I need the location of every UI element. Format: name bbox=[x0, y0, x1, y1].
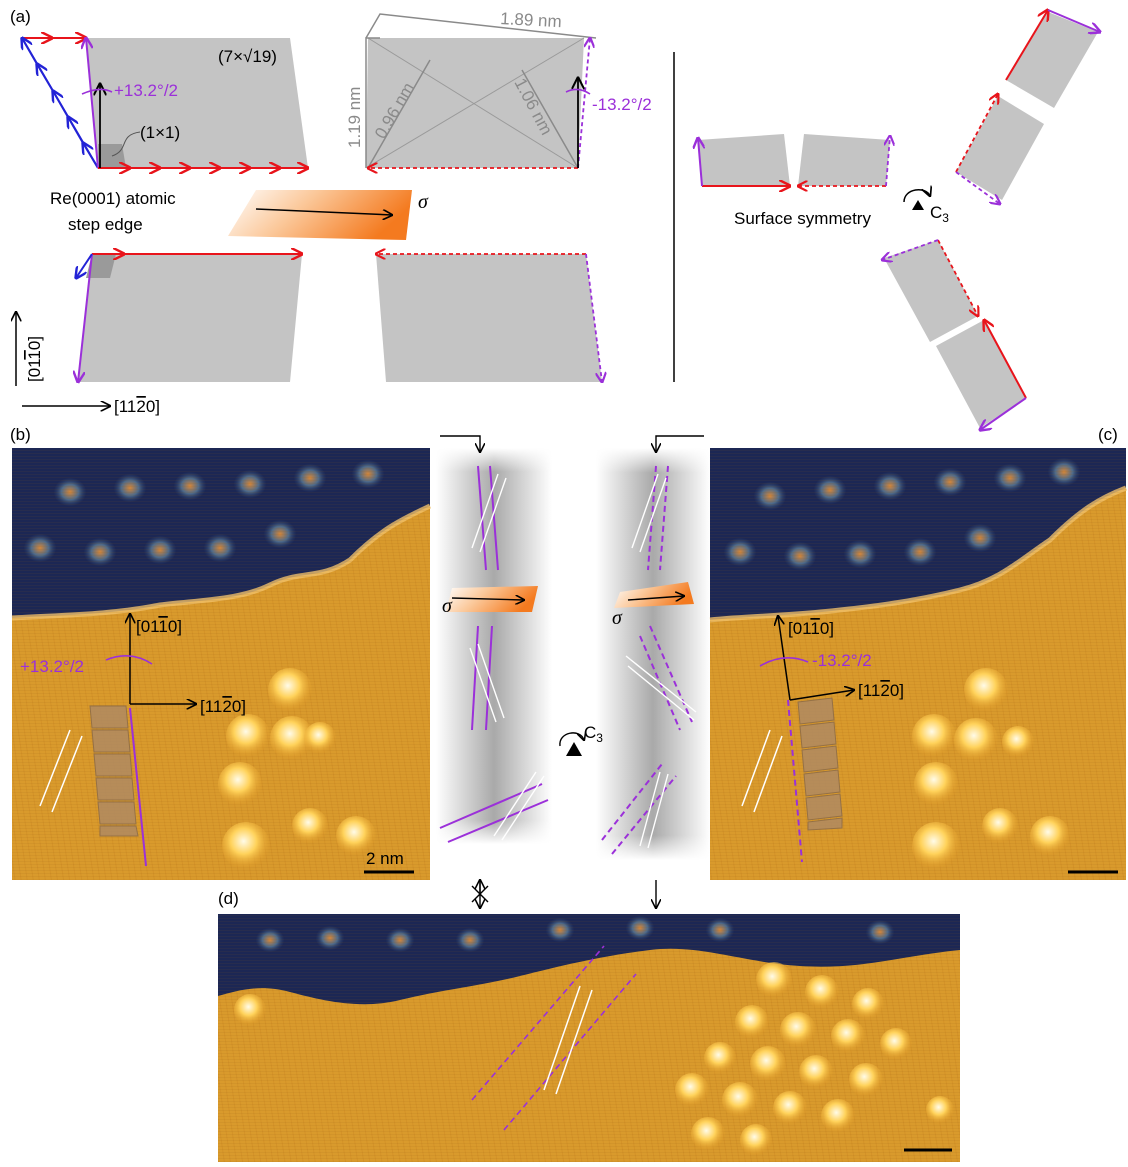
panel-label-b: (b) bbox=[10, 425, 31, 444]
sigma-middle-left: σ bbox=[442, 595, 453, 617]
axis-right-b: [1120] bbox=[200, 697, 246, 716]
axis-horizontal-label: [1120] bbox=[114, 397, 160, 416]
middle-column-right bbox=[596, 435, 710, 908]
c3-label-a: C3 bbox=[930, 203, 949, 225]
axis-up-b: [0110] bbox=[136, 617, 182, 636]
panel-label-a: (a) bbox=[10, 7, 31, 26]
stm-image-b bbox=[11, 448, 432, 880]
dim-short: 1.19 nm bbox=[345, 87, 364, 148]
middle-column-left bbox=[436, 435, 552, 908]
step-edge-line1: Re(0001) atomic bbox=[50, 189, 176, 208]
unit-cell-top-middle bbox=[365, 13, 597, 168]
stm-image-d bbox=[218, 914, 960, 1162]
axis-vertical-label: [0110] bbox=[25, 336, 44, 382]
sigma-label: σ bbox=[418, 191, 429, 213]
panel-label-c: (c) bbox=[1098, 425, 1118, 444]
stm-image-c bbox=[709, 448, 1127, 880]
dim-long: 1.89 nm bbox=[500, 9, 562, 31]
reconstruction-label: (7×√19) bbox=[218, 47, 277, 66]
surface-symmetry-cells bbox=[698, 10, 1100, 430]
axes-a bbox=[16, 312, 110, 406]
angle-c: -13.2°/2 bbox=[812, 651, 872, 670]
panel-label-d: (d) bbox=[218, 889, 239, 908]
leader-curve bbox=[111, 131, 141, 157]
unit-cell-top-left bbox=[22, 38, 308, 168]
scalebar-b: 2 nm bbox=[366, 849, 404, 868]
axis-up-c: [0110] bbox=[788, 619, 834, 638]
c3-label-middle: C3 bbox=[584, 723, 603, 745]
unit-cell-bottom-left bbox=[76, 254, 302, 382]
angle-minus-label: -13.2°/2 bbox=[592, 95, 652, 114]
unit-cell-bottom-middle bbox=[376, 254, 602, 382]
angle-b: +13.2°/2 bbox=[20, 657, 84, 676]
sigma-middle-right: σ bbox=[612, 607, 623, 629]
angle-plus-label: +13.2°/2 bbox=[114, 81, 178, 100]
mirror-plane-sigma bbox=[228, 190, 412, 240]
step-edge-line2: step edge bbox=[68, 215, 143, 234]
unit-cell-1x1-label: (1×1) bbox=[140, 123, 180, 142]
axis-right-c: [1120] bbox=[858, 681, 904, 700]
surface-symmetry-label: Surface symmetry bbox=[734, 209, 871, 228]
c3-symbol-middle bbox=[559, 733, 584, 756]
